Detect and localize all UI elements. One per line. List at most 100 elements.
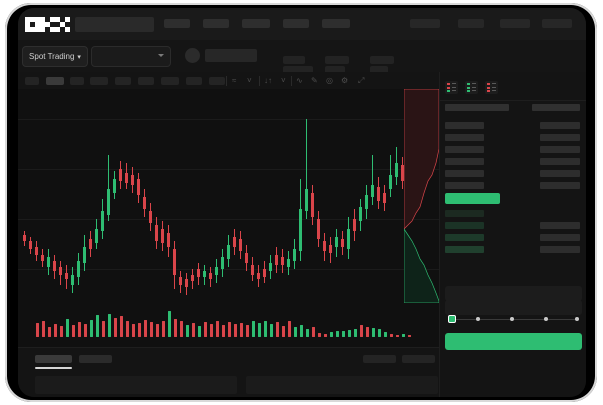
amount-percent-slider[interactable] (448, 315, 581, 324)
price-input[interactable] (445, 286, 582, 301)
pencil-icon[interactable]: ✎ (311, 76, 318, 85)
nav-item-3[interactable] (283, 19, 309, 28)
volume-bar-23 (174, 319, 177, 337)
orderbook-bids-icon[interactable] (465, 81, 478, 94)
pair-coin-avatar (185, 48, 200, 63)
bottom-filter-1[interactable] (402, 355, 435, 363)
ask-row-price-0[interactable] (445, 122, 484, 129)
logo-pixel (50, 27, 55, 32)
timeframe-button-0[interactable] (25, 77, 39, 85)
timeframe-button-6[interactable] (161, 77, 179, 85)
nav-item-4[interactable] (322, 19, 350, 28)
volume-bar-5 (66, 319, 69, 337)
candle-body-49 (317, 219, 320, 239)
slider-stop-1[interactable] (476, 317, 480, 321)
ask-row-amount-4 (540, 170, 580, 177)
orderbook-both-icon[interactable] (445, 81, 458, 94)
volume-bar-60 (396, 335, 399, 337)
nav-right-item-1[interactable] (458, 19, 484, 28)
bottom-tab-1[interactable] (79, 355, 112, 363)
timeframe-button-1[interactable] (46, 77, 64, 85)
nav-right-item-0[interactable] (410, 19, 440, 28)
candle-body-36 (239, 239, 242, 251)
volume-bar-27 (198, 326, 201, 337)
ask-row-price-4[interactable] (445, 170, 484, 177)
ask-row-price-1[interactable] (445, 134, 484, 141)
market-stat-5 (370, 66, 388, 74)
candle-wick-47 (306, 119, 307, 219)
bottom-filter-0[interactable] (363, 355, 396, 363)
volume-bar-22 (168, 311, 171, 337)
bid-row-price-0[interactable] (445, 210, 484, 217)
bid-row-amount-3 (540, 246, 580, 253)
timeframe-button-5[interactable] (138, 77, 154, 85)
candle-group-52 (335, 229, 338, 257)
nav-item-0[interactable] (164, 19, 190, 28)
candle-group-16 (119, 161, 122, 189)
nav-item-1[interactable] (203, 19, 229, 28)
chevron-down-icon: ▾ (77, 53, 81, 61)
candle-group-55 (353, 209, 356, 241)
ask-row-price-5[interactable] (445, 182, 484, 189)
indicator-icon[interactable]: ≈ (232, 76, 237, 85)
orderbook-view-icons (445, 81, 498, 94)
candle-body-39 (257, 273, 260, 279)
trading-pair-selector[interactable] (91, 46, 171, 67)
logo-pixel (25, 22, 30, 27)
candle-group-27 (185, 273, 188, 295)
logo-pixel (55, 17, 60, 22)
line-chart-icon[interactable]: ∿ (296, 76, 303, 85)
candle-group-39 (257, 265, 260, 287)
volume-bar-20 (156, 324, 159, 337)
slider-stop-2[interactable] (510, 317, 514, 321)
candle-group-50 (323, 233, 326, 261)
okx-logo[interactable] (25, 17, 70, 32)
candle-body-7 (65, 273, 68, 279)
bid-row-price-1[interactable] (445, 222, 484, 229)
bid-row-price-3[interactable] (445, 246, 484, 253)
camera-icon[interactable]: ◎ (326, 76, 333, 85)
ask-row-price-3[interactable] (445, 158, 484, 165)
logo-pixel (60, 22, 65, 27)
timeframe-button-8[interactable] (209, 77, 225, 85)
volume-bar-16 (132, 324, 135, 337)
orderbook-asks-icon[interactable] (485, 81, 498, 94)
candle-group-54 (347, 217, 350, 259)
fullscreen-icon[interactable]: ⤢ (358, 76, 365, 85)
slider-stop-3[interactable] (544, 317, 548, 321)
chart-type-icon[interactable]: ↓↑ (264, 76, 272, 85)
candle-group-34 (227, 235, 230, 267)
timeframe-button-3[interactable] (90, 77, 108, 85)
volume-bar-52 (348, 330, 351, 337)
slider-track (451, 319, 578, 320)
nav-item-2[interactable] (242, 19, 270, 28)
candlestick-chart[interactable] (18, 89, 439, 347)
ask-row-amount-5 (540, 182, 580, 189)
chevron-down-icon[interactable]: ˅ (247, 76, 252, 85)
order-entry-form (439, 280, 586, 397)
timeframe-button-4[interactable] (115, 77, 131, 85)
slider-stop-4[interactable] (575, 317, 579, 321)
ask-row-price-2[interactable] (445, 146, 484, 153)
candle-group-13 (101, 199, 104, 239)
candle-group-59 (377, 177, 380, 209)
candle-body-53 (341, 239, 344, 247)
ask-row-amount-2 (540, 146, 580, 153)
nav-right-item-2[interactable] (500, 19, 530, 28)
bid-row-price-2[interactable] (445, 234, 484, 241)
global-search-input[interactable] (75, 17, 154, 32)
bottom-tab-0[interactable] (35, 355, 72, 363)
market-type-selector[interactable]: Spot Trading ▾ (22, 46, 88, 67)
chevron-down-icon[interactable]: ˅ (281, 76, 286, 85)
slider-knob[interactable] (448, 315, 456, 323)
nav-right-item-3[interactable] (542, 19, 572, 28)
candle-group-22 (155, 217, 158, 249)
candle-group-46 (299, 179, 302, 261)
timeframe-button-7[interactable] (186, 77, 202, 85)
timeframe-button-2[interactable] (70, 77, 84, 85)
logo-pixel (55, 27, 60, 32)
submit-buy-order-button[interactable] (445, 333, 582, 350)
amount-input[interactable] (445, 300, 582, 315)
settings-icon[interactable]: ⚙ (341, 76, 349, 85)
